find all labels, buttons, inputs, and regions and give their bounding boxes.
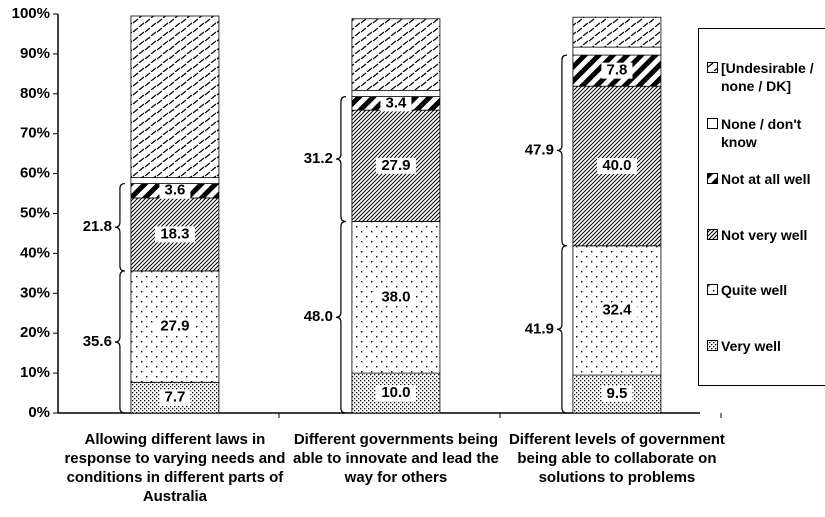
bar-segment — [130, 15, 220, 178]
data-label: 7.7 — [165, 389, 186, 406]
data-label: 40.0 — [602, 157, 631, 174]
legend-item: Quite well — [707, 281, 825, 299]
bar-segment — [572, 16, 662, 48]
bracket-label: 48.0 — [304, 308, 333, 325]
legend-label: Quite well — [721, 282, 788, 298]
label-bg — [159, 182, 191, 199]
legend-item: Not very well — [707, 226, 825, 244]
label-bg — [596, 158, 637, 175]
bracket — [556, 54, 567, 247]
y-tick-label: 0% — [28, 404, 50, 421]
y-tick-label: 70% — [20, 125, 50, 142]
legend-swatch-fill — [707, 62, 718, 73]
legend-item: Not at all well — [707, 170, 825, 188]
legend-swatch — [707, 62, 718, 73]
bracket — [335, 220, 346, 414]
legend-swatch — [707, 117, 718, 129]
bracket-label: 47.9 — [525, 141, 554, 158]
bracket — [114, 270, 125, 414]
data-label: 3.6 — [165, 182, 186, 199]
label-bg — [375, 157, 416, 174]
label-bg — [375, 289, 416, 306]
data-label: 10.0 — [381, 384, 410, 401]
bracket — [556, 245, 567, 414]
legend: [Undesirable / none / DK] None / don't kn… — [698, 28, 825, 386]
legend-swatch-fill — [707, 117, 718, 129]
data-label: 9.5 — [607, 385, 628, 402]
data-label: 38.0 — [381, 288, 410, 305]
label-bg — [375, 385, 416, 402]
label-bg — [596, 302, 637, 319]
data-label: 7.8 — [607, 62, 628, 79]
legend-swatch-fill — [707, 173, 718, 184]
y-tick-label: 80% — [20, 85, 50, 102]
legend-swatch-fill — [707, 228, 718, 240]
y-tick-label: 60% — [20, 165, 50, 182]
label-bg — [154, 318, 195, 335]
legend-swatch-fill — [707, 284, 718, 295]
x-tick-label: Allowing different laws in response to v… — [64, 431, 286, 505]
bracket-label: 35.6 — [83, 333, 112, 350]
y-tick-label: 30% — [20, 284, 50, 301]
legend-swatch — [707, 284, 718, 295]
label-bg — [601, 62, 633, 79]
bracket — [335, 95, 346, 223]
y-tick-label: 10% — [20, 364, 50, 381]
legend-label: Not very well — [721, 226, 808, 243]
y-tick-label: 40% — [20, 244, 50, 261]
legend-swatch-fill — [707, 339, 718, 351]
x-tick-label: Different governments being able to inno… — [292, 431, 499, 486]
legend-label: Very well — [721, 337, 781, 354]
bracket — [114, 182, 125, 272]
bracket-label: 21.8 — [83, 218, 112, 235]
label-bg — [601, 386, 633, 403]
y-tick-label: 20% — [20, 324, 50, 341]
data-label: 27.9 — [160, 318, 189, 335]
y-tick-label: 50% — [20, 204, 50, 221]
bracket-label: 31.2 — [304, 150, 333, 167]
label-bg — [380, 95, 412, 112]
data-label: 3.4 — [386, 94, 408, 111]
bar-segment — [351, 90, 441, 97]
legend-item: None / don't know — [707, 115, 825, 151]
bracket-label: 41.9 — [525, 320, 554, 337]
label-bg — [159, 389, 191, 406]
x-tick-label: Different levels of government being abl… — [508, 431, 725, 486]
bar-segment — [572, 46, 662, 56]
legend-swatch — [707, 173, 718, 184]
legend-label: [Undesirable / none / DK] — [721, 60, 814, 94]
y-tick-label: 90% — [20, 45, 50, 62]
legend-label: None / don't know — [721, 115, 802, 150]
legend-item: [Undesirable / none / DK] — [707, 59, 825, 95]
legend-label: Not at all well — [721, 171, 811, 187]
legend-swatch — [707, 228, 718, 240]
label-bg — [154, 226, 195, 243]
data-label: 18.3 — [160, 225, 189, 242]
bar-segment — [351, 18, 441, 92]
legend-swatch — [707, 339, 718, 351]
y-tick-label: 100% — [12, 5, 50, 22]
legend-item: Very well — [707, 337, 825, 355]
bar-segment — [130, 177, 220, 184]
data-label: 32.4 — [602, 301, 632, 318]
data-label: 27.9 — [381, 157, 410, 174]
